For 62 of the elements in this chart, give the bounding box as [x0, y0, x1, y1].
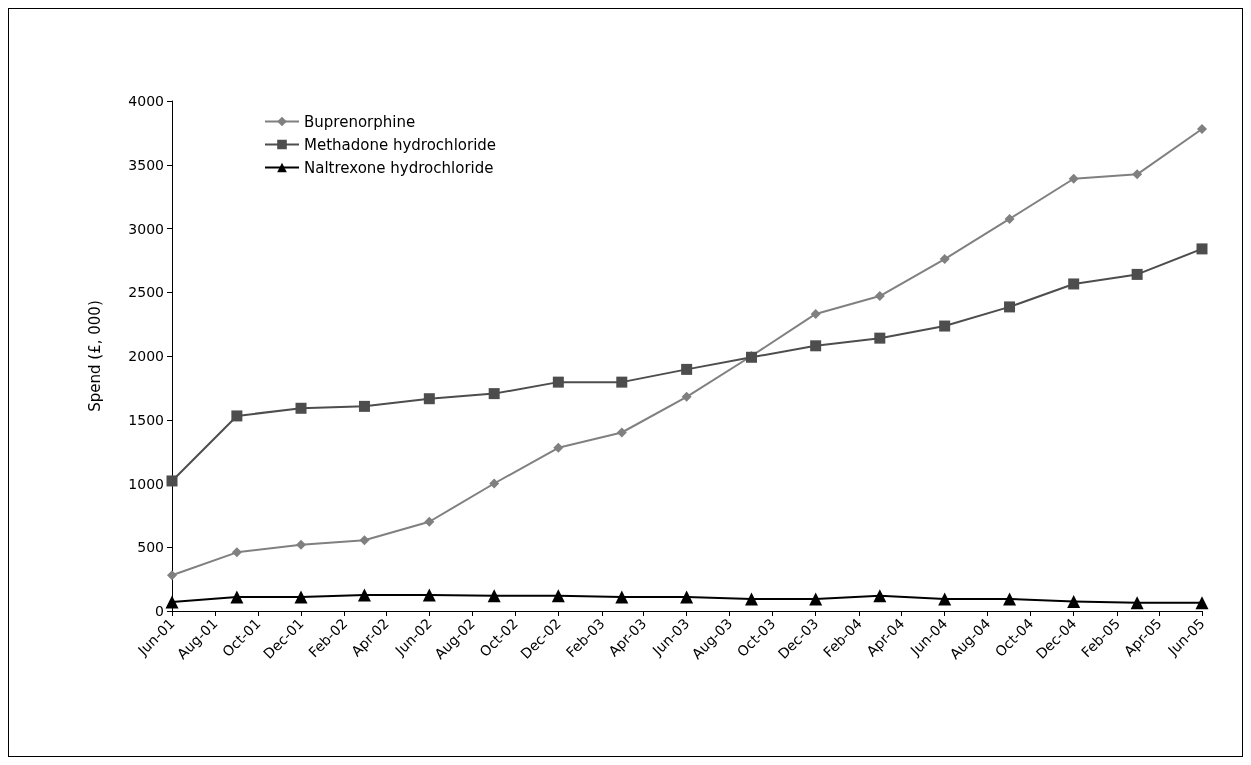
point [810, 340, 822, 352]
point [938, 592, 952, 606]
point [939, 254, 950, 265]
point [167, 570, 177, 581]
point [681, 391, 692, 402]
point [552, 376, 564, 388]
point [1003, 592, 1017, 606]
point [874, 291, 885, 302]
y-tick-label: 2500 [128, 284, 164, 301]
y-tick-label: 4000 [128, 93, 164, 109]
point [488, 388, 500, 400]
point [1130, 596, 1144, 610]
point [296, 539, 307, 550]
y-tick-label: 2000 [128, 348, 164, 364]
point [873, 589, 887, 603]
y-tick-label: 1500 [128, 411, 164, 428]
point [616, 376, 628, 388]
y-tick-label: 0 [155, 603, 164, 619]
point [294, 590, 308, 604]
point [1068, 173, 1079, 184]
point [810, 308, 821, 319]
y-tick-label: 1000 [128, 475, 164, 492]
point [1004, 213, 1015, 224]
point [874, 332, 886, 344]
y-axis-title: Spend (£, 000) [85, 300, 104, 412]
point [231, 410, 243, 422]
point [1131, 268, 1143, 280]
point [681, 363, 693, 375]
y-tick-label: 500 [137, 539, 164, 556]
point [295, 402, 307, 414]
point [615, 590, 629, 604]
point [1068, 278, 1080, 290]
point [357, 588, 371, 602]
point [487, 589, 501, 603]
point [166, 475, 178, 487]
legend-label: Buprenorphine [304, 112, 416, 131]
y-tick-label: 3500 [128, 156, 164, 173]
point [422, 588, 436, 602]
point [423, 393, 435, 405]
point [680, 590, 694, 604]
point [489, 478, 500, 489]
legend-label: Methadone hydrochloride [304, 135, 497, 154]
point [1197, 124, 1207, 135]
point [553, 442, 564, 453]
point [616, 427, 627, 438]
point [230, 590, 244, 604]
y-tick-label: 3000 [128, 220, 164, 237]
point [551, 589, 565, 603]
point [358, 400, 370, 412]
point [939, 320, 951, 332]
legend-label: Naltrexone hydrochloride [304, 158, 494, 177]
point [1004, 301, 1016, 313]
point [231, 547, 242, 558]
point [745, 592, 759, 606]
point [1067, 594, 1081, 608]
point [165, 595, 179, 609]
point [359, 535, 370, 546]
point [424, 516, 435, 527]
point [1195, 596, 1209, 610]
point [809, 592, 823, 606]
point [1196, 243, 1208, 255]
point [1132, 169, 1143, 180]
